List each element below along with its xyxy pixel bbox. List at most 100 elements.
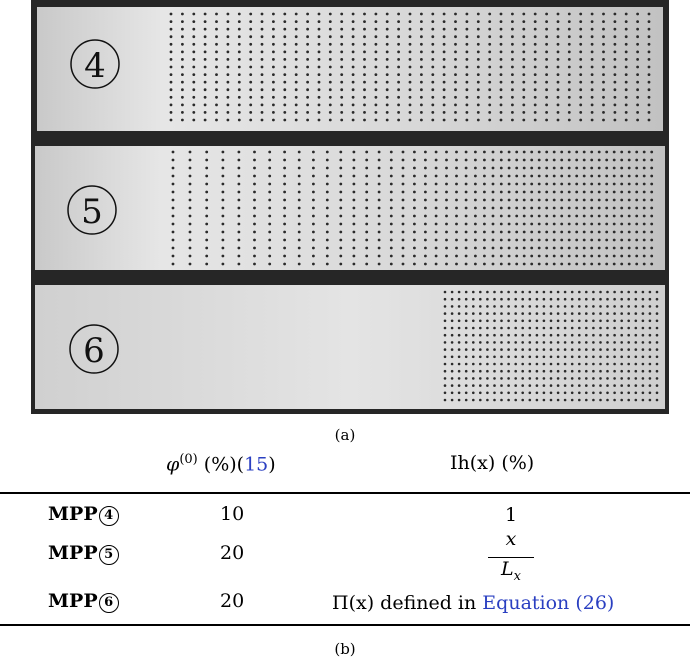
hole	[590, 246, 594, 250]
ref-15-link[interactable]: 15	[244, 453, 269, 476]
hole	[514, 326, 517, 330]
hole	[563, 305, 567, 308]
hole	[624, 111, 628, 114]
equation-26-link[interactable]: Equation (26)	[482, 592, 615, 614]
hole	[627, 305, 630, 308]
hole	[340, 103, 344, 107]
hole	[556, 27, 560, 31]
hole	[192, 95, 196, 99]
hole	[215, 65, 218, 69]
hole	[389, 174, 393, 178]
hole	[597, 222, 601, 226]
hole	[455, 150, 458, 154]
hole	[579, 12, 583, 16]
hole	[443, 290, 447, 294]
hole	[567, 254, 571, 258]
hole	[552, 262, 556, 266]
hole	[363, 42, 366, 46]
hole	[431, 118, 435, 122]
hole	[582, 238, 586, 242]
hole	[464, 391, 468, 395]
hole	[602, 103, 605, 107]
hole	[351, 118, 355, 122]
hole	[521, 319, 524, 323]
svg-text:5: 5	[81, 192, 103, 232]
hole	[511, 20, 514, 23]
hole	[627, 222, 631, 226]
hole	[297, 230, 301, 234]
hole	[556, 103, 560, 107]
hole	[599, 319, 602, 323]
hole	[627, 190, 631, 194]
hole	[627, 377, 630, 380]
hole	[260, 73, 264, 76]
hole	[445, 150, 448, 154]
hole	[169, 20, 173, 23]
hole	[563, 355, 567, 359]
hole	[499, 12, 503, 16]
hole	[579, 42, 583, 46]
hole	[567, 230, 571, 234]
hole	[454, 35, 457, 39]
hole	[507, 182, 511, 186]
table-top-rule	[0, 492, 690, 494]
hole	[488, 27, 492, 31]
hole	[253, 206, 256, 210]
hole	[522, 95, 526, 99]
hole	[613, 20, 617, 23]
hole	[215, 118, 218, 122]
hole	[389, 158, 393, 162]
hole	[627, 391, 630, 395]
hole	[563, 369, 567, 373]
hole	[192, 118, 196, 122]
hole	[465, 103, 469, 107]
hole	[507, 198, 511, 202]
hole	[491, 230, 495, 234]
hole	[575, 150, 579, 154]
hole	[500, 297, 503, 301]
hole	[397, 35, 400, 39]
hole	[188, 150, 192, 154]
hole	[365, 166, 369, 170]
hole	[340, 65, 344, 69]
hole	[249, 73, 253, 76]
hole	[648, 312, 652, 315]
hole	[215, 88, 218, 92]
hole	[655, 312, 659, 315]
hole	[401, 174, 405, 178]
hole	[635, 150, 639, 154]
hole	[655, 384, 659, 387]
hole	[306, 50, 309, 54]
hole	[620, 384, 623, 387]
hole	[613, 348, 616, 351]
hole	[511, 88, 514, 92]
hole	[283, 95, 287, 99]
hole	[535, 341, 539, 344]
hole	[401, 158, 405, 162]
hole	[374, 111, 378, 114]
hole	[515, 206, 519, 210]
hole	[434, 254, 438, 258]
hole	[522, 230, 526, 234]
hole	[377, 158, 381, 162]
hole	[545, 262, 549, 266]
hole	[613, 341, 616, 344]
hole	[306, 58, 309, 61]
hole	[464, 290, 468, 294]
hole	[169, 80, 173, 84]
hole	[585, 384, 588, 387]
hole	[560, 254, 564, 258]
hole	[522, 254, 526, 258]
hole	[401, 150, 405, 154]
hole	[648, 348, 652, 351]
hole	[474, 230, 477, 234]
hole	[472, 305, 475, 308]
hole	[328, 50, 332, 54]
hole	[528, 384, 532, 387]
hole	[169, 27, 173, 31]
hole	[642, 182, 646, 186]
hole	[578, 384, 581, 387]
hole	[476, 42, 480, 46]
hole	[570, 319, 574, 323]
hole	[253, 182, 256, 186]
